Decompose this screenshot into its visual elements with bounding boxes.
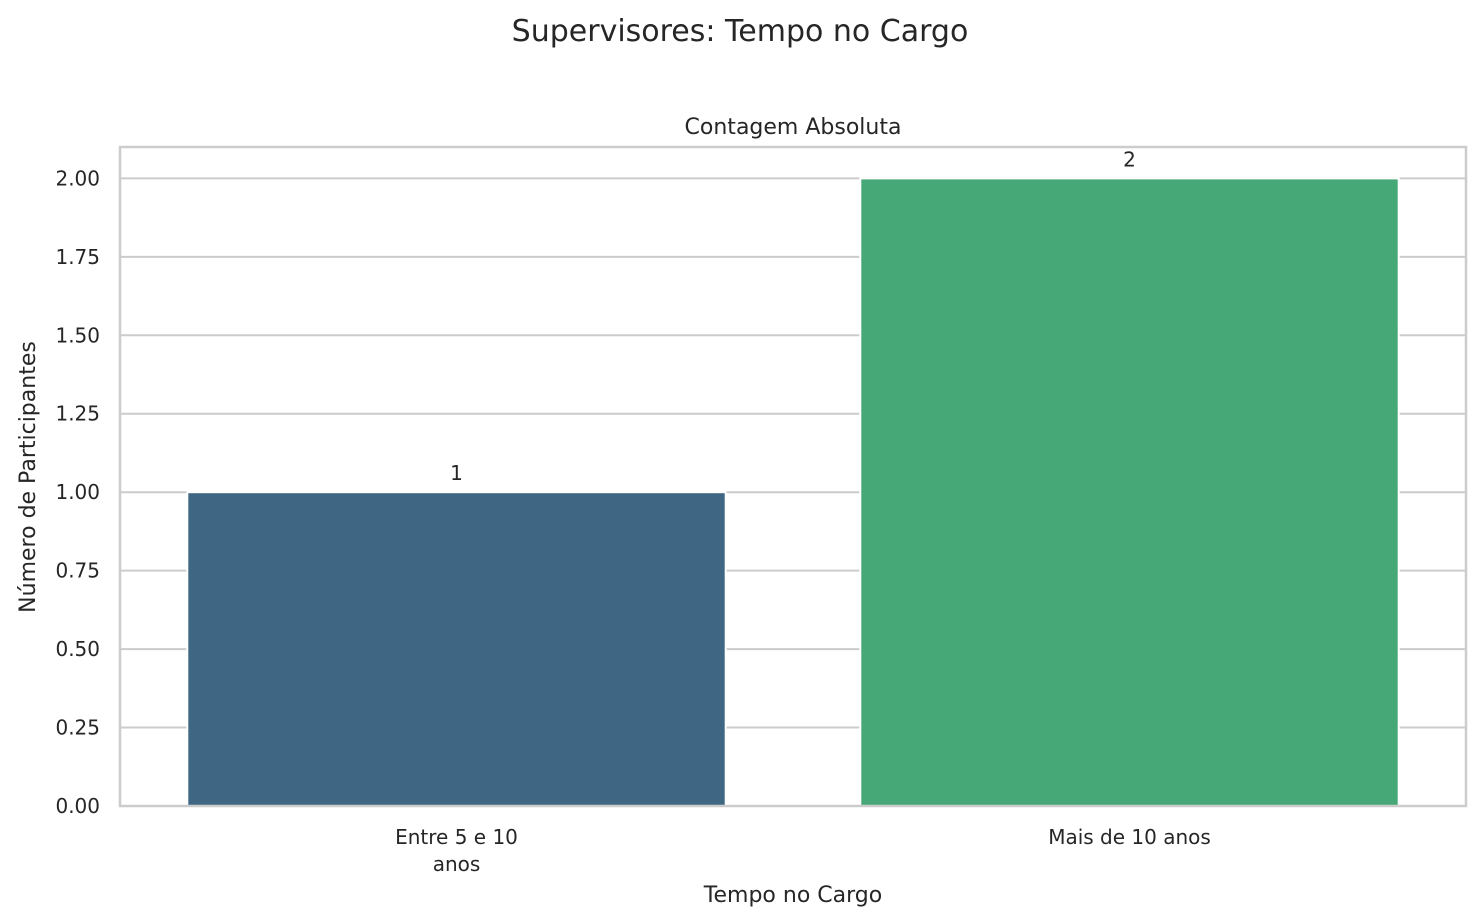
y-tick-label: 1.75 [55, 245, 100, 269]
y-tick-label: 0.00 [55, 794, 100, 818]
chart-title: Contagem Absoluta [685, 115, 902, 140]
bar [859, 177, 1400, 807]
y-tick-label: 1.00 [55, 480, 100, 504]
y-tick-labels: 0.00 0.25 0.50 0.75 1.00 1.25 1.50 1.75 2.00 [55, 166, 100, 818]
y-tick-label: 1.50 [55, 323, 100, 347]
x-axis-label: Tempo no Cargo [703, 883, 882, 908]
bar-value-label: 2 [1123, 147, 1136, 171]
y-tick-label: 0.25 [55, 716, 100, 740]
bars [186, 177, 1400, 807]
x-tick-label: Mais de 10 anos [1048, 825, 1211, 849]
x-tick-labels: Entre 5 e 10 anos Mais de 10 anos [395, 825, 1211, 876]
bar-value-label: 1 [450, 461, 463, 485]
y-tick-label: 1.25 [55, 402, 100, 426]
bar [186, 491, 727, 807]
y-tick-label: 0.75 [55, 559, 100, 583]
y-tick-label: 0.50 [55, 637, 100, 661]
plot-border [118, 145, 1468, 808]
x-tick-label: Entre 5 e 10 anos [395, 825, 518, 876]
data-labels: 12 [450, 147, 1136, 485]
y-axis-label: Número de Participantes [16, 341, 41, 613]
chart-suptitle: Supervisores: Tempo no Cargo [512, 14, 969, 49]
y-tick-label: 2.00 [55, 166, 100, 190]
plot-frame [118, 145, 1468, 808]
